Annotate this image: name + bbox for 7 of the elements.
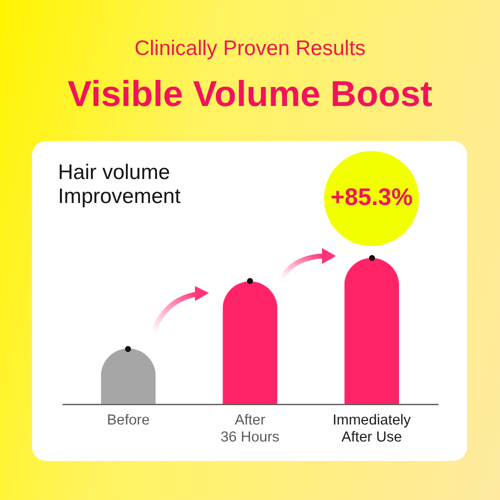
text: +85.3% — [330, 184, 414, 212]
chart-title: Visible Volume Boost — [66, 73, 434, 115]
x-tick-label: Before — [106, 412, 150, 428]
chart-subtitle: Clinically Proven Results — [133, 36, 367, 62]
x-tick-label: After 36 Hours — [220, 412, 280, 446]
x-tick-label: Immediately After Use — [332, 412, 412, 446]
y-axis-title: Hair volume Improvement — [58, 161, 182, 209]
